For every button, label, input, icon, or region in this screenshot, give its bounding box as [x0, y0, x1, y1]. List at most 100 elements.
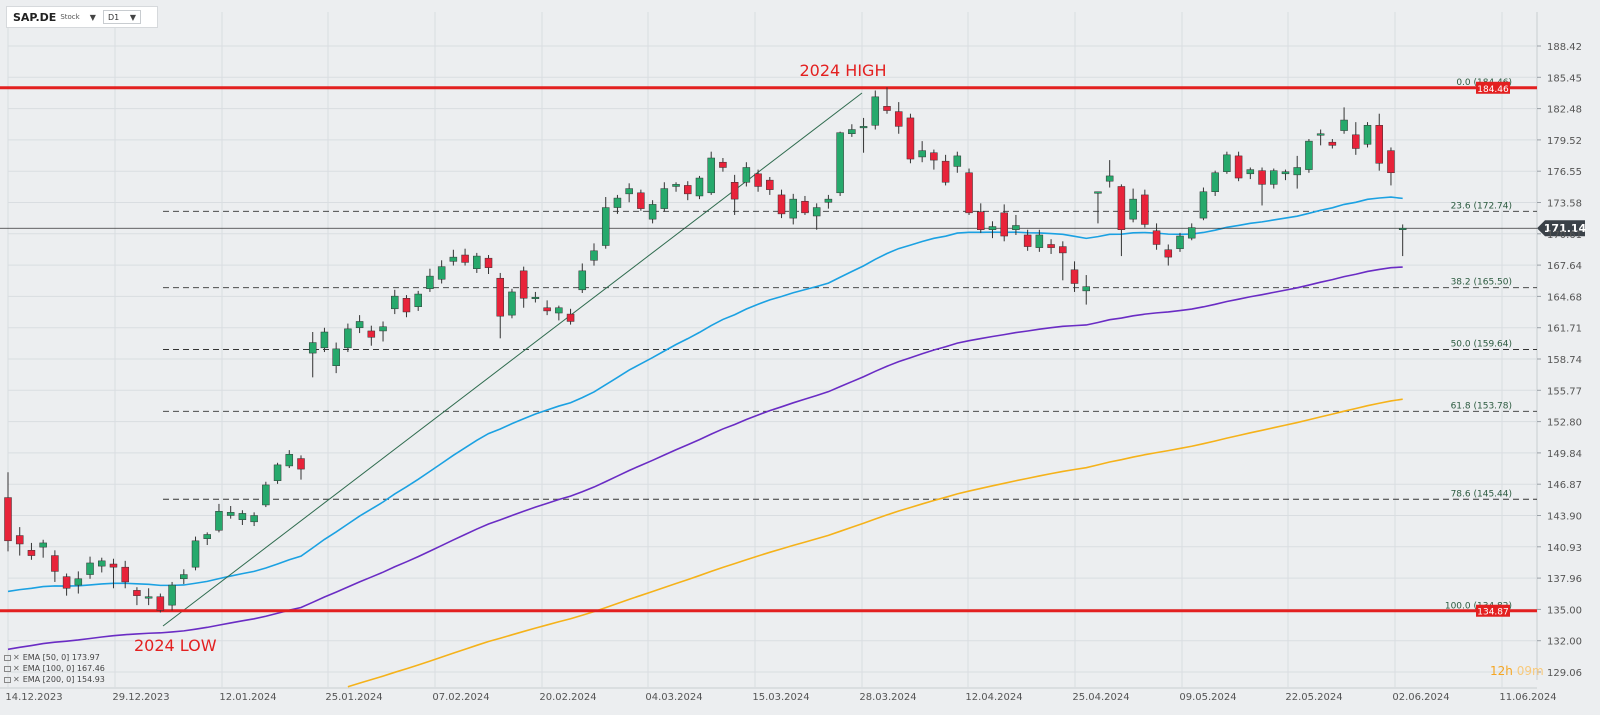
candle-bullish[interactable]: [789, 198, 797, 219]
candle-bullish[interactable]: [707, 157, 715, 194]
candle-bullish[interactable]: [988, 226, 997, 230]
candle-bearish[interactable]: [1258, 170, 1266, 185]
candle-bearish[interactable]: [941, 160, 950, 183]
candle-bullish[interactable]: [918, 150, 926, 158]
candle-bullish[interactable]: [590, 250, 598, 261]
candle-bearish[interactable]: [1141, 194, 1149, 225]
candle-bullish[interactable]: [1363, 125, 1372, 145]
candle-bullish[interactable]: [859, 126, 868, 129]
candle-bullish[interactable]: [1398, 227, 1407, 230]
candle-bearish[interactable]: [297, 458, 305, 470]
ema-200-line[interactable]: [347, 398, 1403, 688]
close-icon[interactable]: ✕: [13, 653, 20, 662]
candle-bullish[interactable]: [836, 132, 844, 194]
candle-bearish[interactable]: [883, 106, 891, 111]
candle-bearish[interactable]: [496, 277, 504, 317]
candle-bullish[interactable]: [648, 204, 657, 220]
candle-bullish[interactable]: [473, 255, 481, 269]
candle-bullish[interactable]: [625, 188, 633, 195]
ema-100-line[interactable]: [7, 266, 1403, 651]
candle-bullish[interactable]: [1176, 235, 1184, 249]
candle-bearish[interactable]: [402, 298, 411, 313]
candle-bullish[interactable]: [1293, 167, 1301, 176]
candle-bearish[interactable]: [930, 152, 938, 161]
candle-bearish[interactable]: [801, 200, 809, 214]
candle-bullish[interactable]: [672, 184, 680, 187]
candle-bullish[interactable]: [180, 574, 188, 580]
candle-bullish[interactable]: [601, 207, 610, 246]
candle-bullish[interactable]: [1316, 133, 1325, 136]
indicator-settings-icon[interactable]: [4, 665, 11, 672]
candle-bullish[interactable]: [262, 484, 270, 506]
candle-bullish[interactable]: [1094, 191, 1102, 194]
candle-bullish[interactable]: [531, 296, 540, 299]
candle-bullish[interactable]: [555, 307, 563, 314]
candle-bullish[interactable]: [1187, 227, 1196, 239]
candle-bearish[interactable]: [461, 254, 469, 263]
close-icon[interactable]: ✕: [13, 664, 20, 673]
legend-ema100[interactable]: ✕ EMA [100, 0] 167.46: [4, 663, 105, 674]
candle-bearish[interactable]: [1000, 212, 1008, 237]
candle-bearish[interactable]: [1070, 269, 1079, 284]
candle-bullish[interactable]: [332, 348, 340, 366]
candle-bullish[interactable]: [74, 578, 83, 586]
candle-bearish[interactable]: [566, 313, 575, 322]
candle-bearish[interactable]: [1234, 155, 1243, 179]
candle-bearish[interactable]: [1059, 246, 1067, 254]
candle-bullish[interactable]: [414, 293, 422, 307]
candle-bullish[interactable]: [1246, 169, 1255, 175]
timeframe-selector[interactable]: D1 ▼: [103, 10, 141, 24]
candle-bullish[interactable]: [824, 198, 833, 203]
close-icon[interactable]: ✕: [13, 675, 20, 684]
candle-bullish[interactable]: [308, 342, 317, 354]
candle-bullish[interactable]: [449, 256, 458, 262]
candle-bearish[interactable]: [519, 270, 528, 299]
candle-bullish[interactable]: [391, 295, 399, 310]
candle-bullish[interactable]: [320, 331, 329, 349]
candle-bearish[interactable]: [62, 576, 71, 589]
candle-bearish[interactable]: [1023, 234, 1032, 247]
candle-bearish[interactable]: [1352, 134, 1360, 149]
candle-bullish[interactable]: [273, 464, 282, 481]
candle-bearish[interactable]: [637, 192, 645, 209]
candle-bullish[interactable]: [344, 328, 352, 349]
candle-bullish[interactable]: [379, 326, 387, 332]
candle-bullish[interactable]: [1012, 225, 1020, 230]
candle-bullish[interactable]: [86, 562, 94, 575]
candle-bullish[interactable]: [285, 454, 294, 467]
candle-bearish[interactable]: [121, 566, 129, 583]
candle-bearish[interactable]: [777, 194, 786, 215]
candle-bullish[interactable]: [1129, 198, 1137, 220]
candle-bearish[interactable]: [156, 596, 165, 611]
candle-bearish[interactable]: [1328, 141, 1337, 146]
candle-bearish[interactable]: [1164, 249, 1173, 258]
candle-bullish[interactable]: [191, 540, 200, 568]
candle-bearish[interactable]: [730, 182, 739, 200]
candle-bullish[interactable]: [250, 515, 258, 523]
candle-bullish[interactable]: [1211, 172, 1219, 192]
candle-bearish[interactable]: [1375, 125, 1383, 164]
candle-bearish[interactable]: [51, 555, 59, 572]
candle-bullish[interactable]: [1105, 175, 1114, 182]
indicator-settings-icon[interactable]: [4, 654, 11, 661]
candle-bullish[interactable]: [508, 291, 516, 316]
candle-bearish[interactable]: [977, 211, 985, 230]
candle-bearish[interactable]: [719, 161, 727, 168]
candle-bullish[interactable]: [168, 584, 176, 606]
symbol-selector[interactable]: SAP.DE Stock ▼: [7, 7, 103, 27]
candle-bearish[interactable]: [27, 550, 36, 556]
candle-bullish[interactable]: [238, 513, 247, 520]
candle-bullish[interactable]: [578, 270, 587, 291]
legend-ema50[interactable]: ✕ EMA [50, 0] 173.97: [4, 652, 105, 663]
candle-bullish[interactable]: [1199, 191, 1208, 219]
candle-bearish[interactable]: [543, 307, 551, 312]
candle-bearish[interactable]: [109, 563, 118, 568]
candle-bullish[interactable]: [953, 155, 962, 167]
candle-bullish[interactable]: [871, 96, 880, 126]
candle-bearish[interactable]: [367, 330, 376, 338]
candle-bullish[interactable]: [426, 275, 434, 290]
candle-bullish[interactable]: [1035, 234, 1044, 248]
ema-50-line[interactable]: [7, 196, 1403, 593]
candle-bullish[interactable]: [215, 511, 223, 531]
